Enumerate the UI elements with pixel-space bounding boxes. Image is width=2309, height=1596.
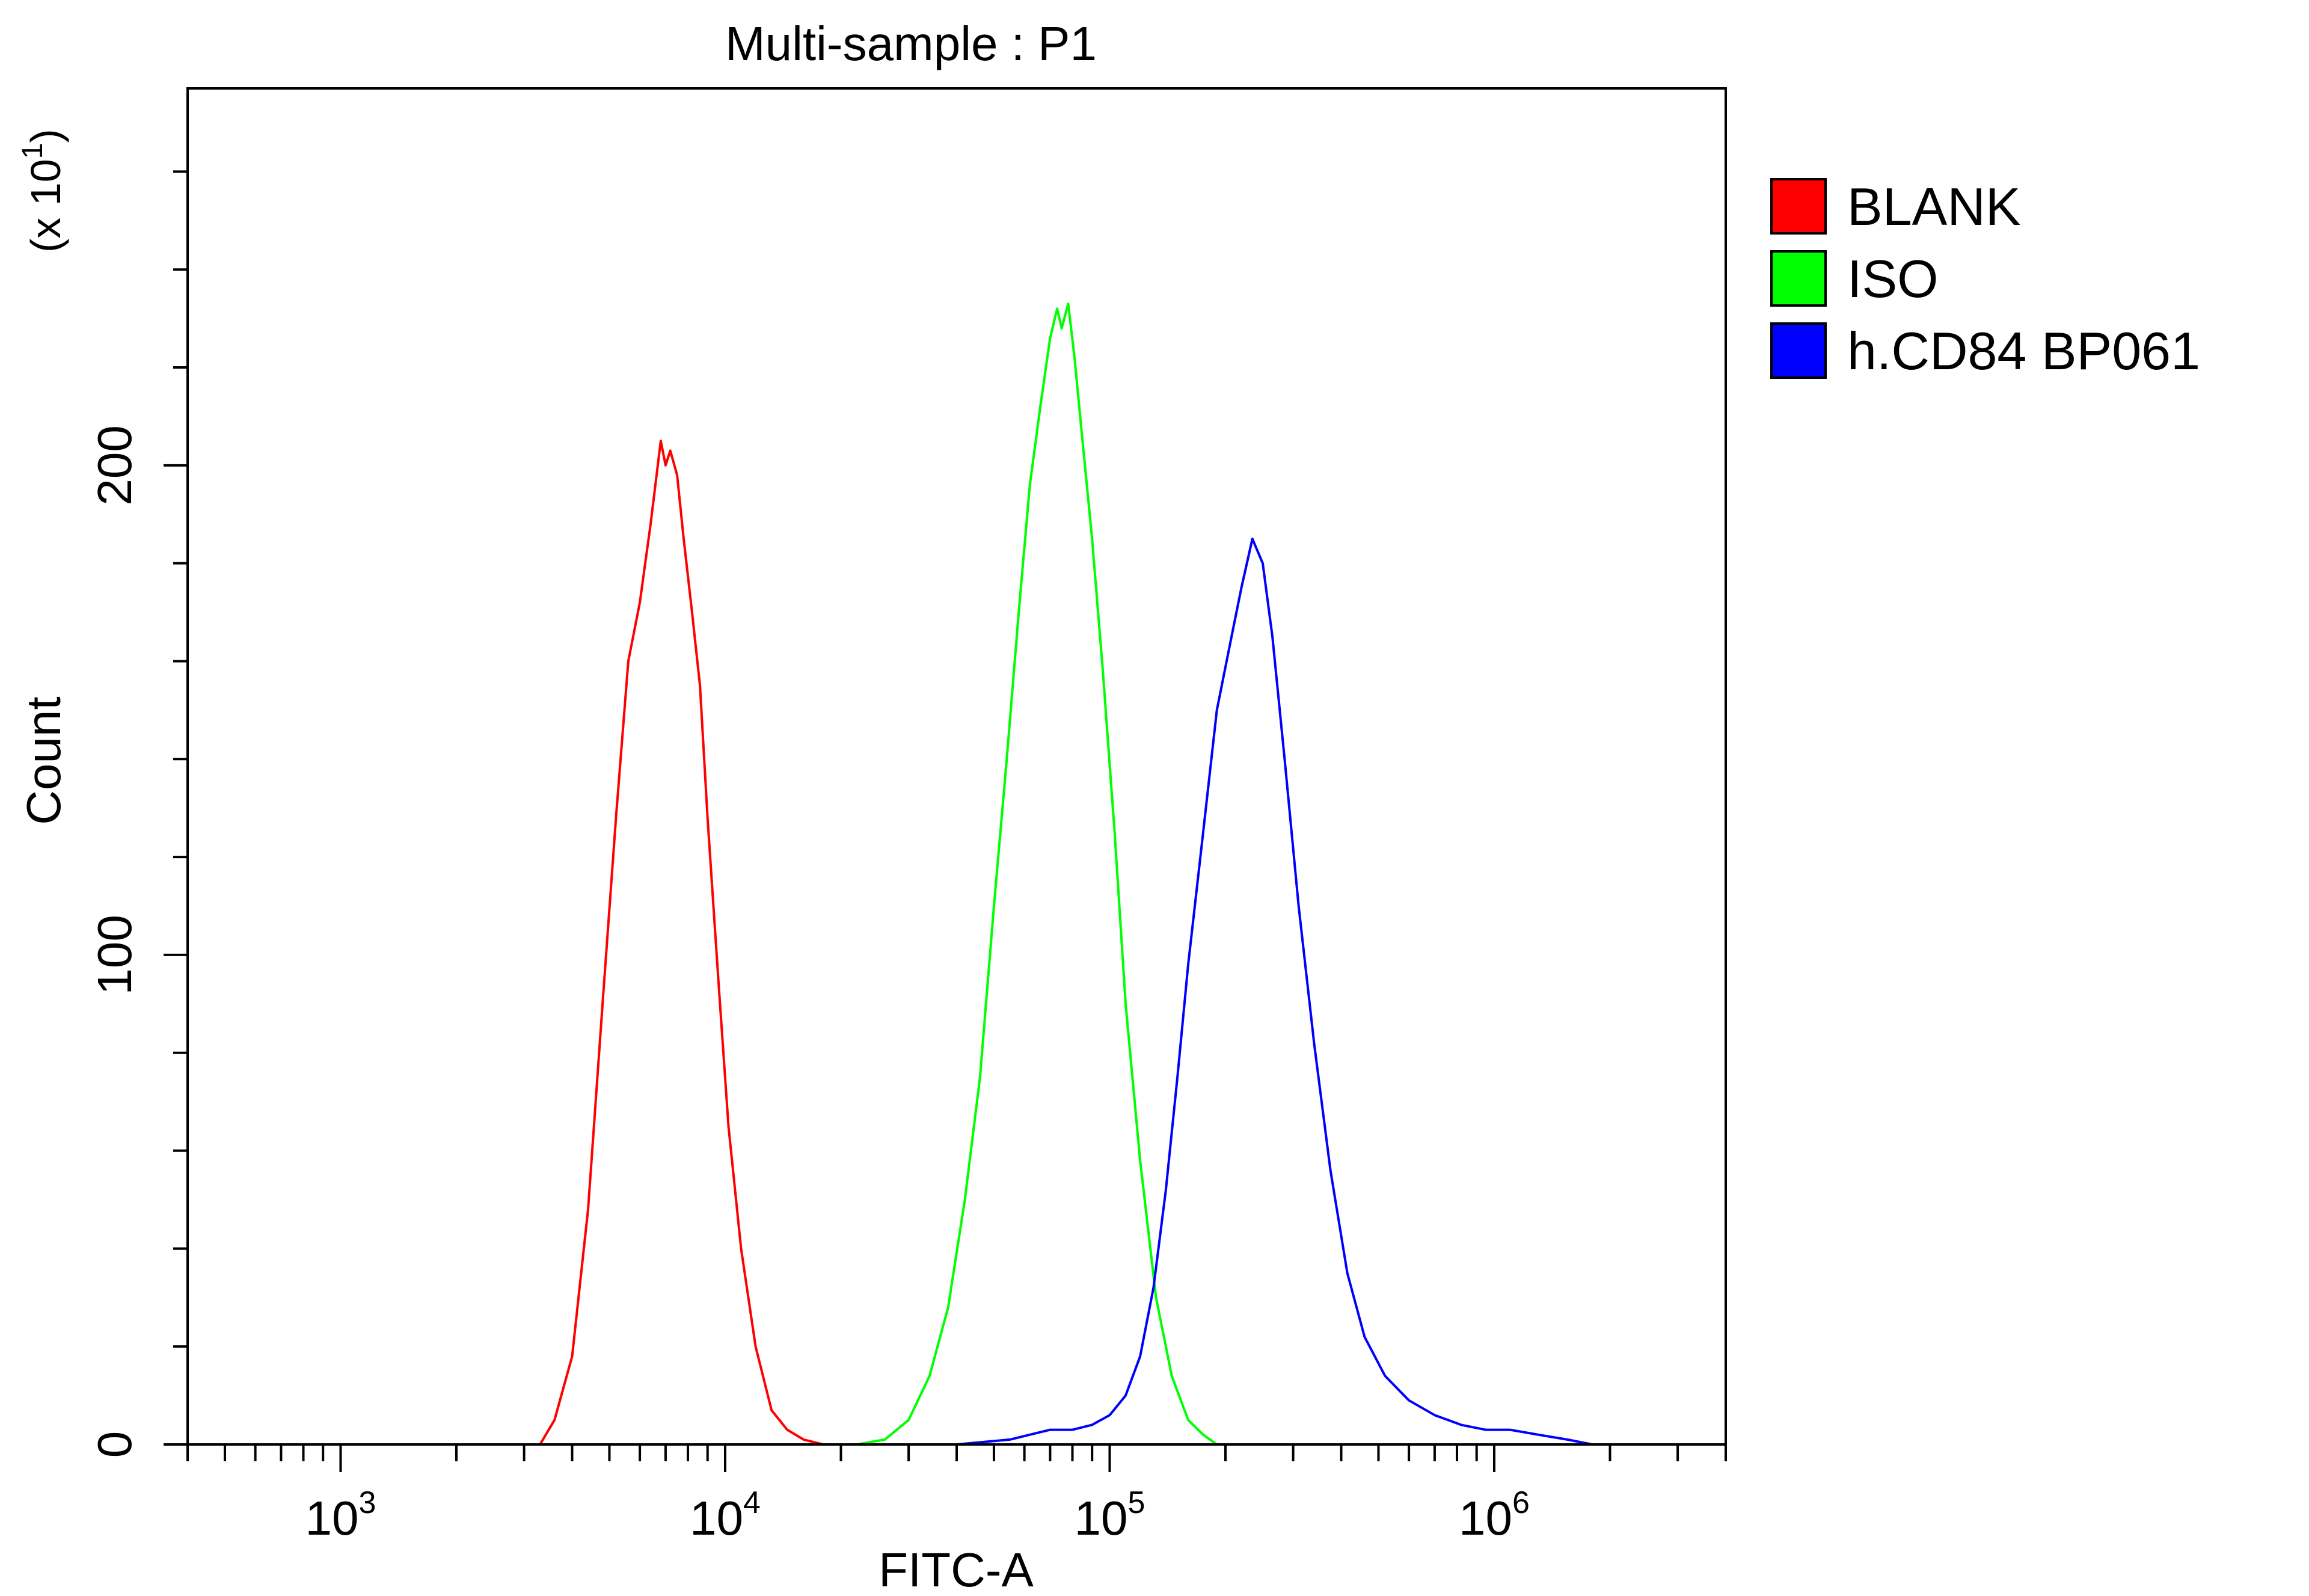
plot-frame — [186, 87, 1727, 1446]
x-tick-label-base: 10 — [690, 1491, 743, 1545]
y-tick-label: 100 — [88, 915, 141, 995]
legend-swatch — [1770, 250, 1827, 307]
x-tick-label-exponent: 3 — [359, 1485, 376, 1520]
y-multiplier-base: (x 10 — [22, 159, 69, 253]
legend-label: BLANK — [1847, 177, 2021, 236]
x-tick-label-exponent: 5 — [1128, 1485, 1145, 1520]
legend: BLANK ISO h.CD84 BP061 — [1770, 177, 2200, 381]
y-multiplier-close: ) — [22, 129, 69, 143]
legend-label: ISO — [1847, 249, 1939, 308]
x-tick-label: 104 — [690, 1485, 761, 1545]
legend-label: h.CD84 BP061 — [1847, 321, 2200, 381]
legend-swatch — [1770, 322, 1827, 379]
x-axis-label: FITC-A — [879, 1543, 1034, 1596]
x-tick-label-exponent: 4 — [743, 1485, 761, 1520]
x-tick-label: 105 — [1075, 1485, 1145, 1545]
series-line-h-cd84-bp061 — [897, 538, 1610, 1446]
y-axis-multiplier: (x 101) — [17, 129, 69, 253]
series-line-iso — [856, 302, 1225, 1446]
y-tick-label: 200 — [88, 425, 141, 505]
legend-swatch — [1770, 178, 1827, 235]
x-tick-label: 103 — [305, 1485, 376, 1545]
chart-title: Multi-sample : P1 — [725, 17, 1097, 70]
x-tick-label-base: 10 — [1075, 1491, 1128, 1545]
y-axis-label: Count — [17, 696, 70, 824]
series-line-blank — [539, 440, 833, 1446]
x-tick-label-base: 10 — [1459, 1491, 1512, 1545]
y-tick-label: 0 — [88, 1431, 141, 1458]
x-tick-label-exponent: 6 — [1512, 1485, 1530, 1520]
x-tick-label: 106 — [1459, 1485, 1530, 1545]
x-tick-label-base: 10 — [305, 1491, 359, 1545]
series-layer — [539, 302, 1610, 1446]
y-multiplier-exponent: 1 — [17, 143, 49, 159]
svg-text:(x 101): (x 101) — [17, 129, 69, 253]
